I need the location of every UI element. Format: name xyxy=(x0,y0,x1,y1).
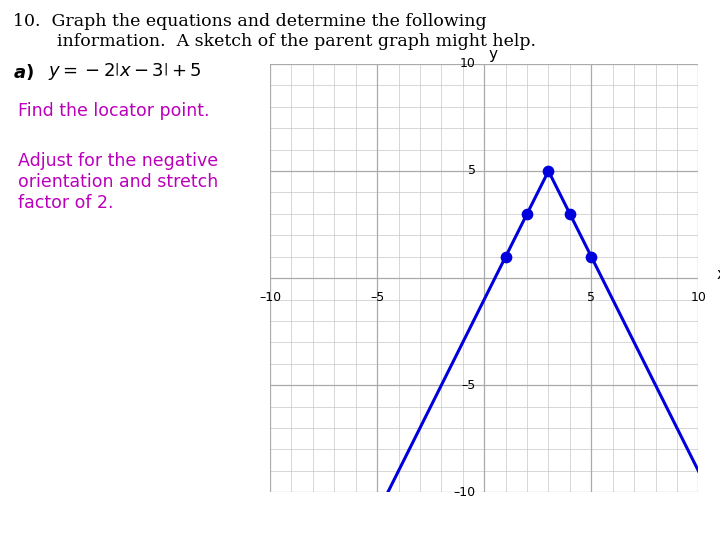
Point xyxy=(543,167,554,176)
Point xyxy=(585,252,597,261)
Text: x: x xyxy=(716,267,720,282)
Text: –5: –5 xyxy=(462,379,476,392)
Text: –10: –10 xyxy=(259,291,281,304)
Point xyxy=(564,210,576,218)
Text: y: y xyxy=(488,47,498,62)
Text: information.  A sketch of the parent graph might help.: information. A sketch of the parent grap… xyxy=(13,33,536,50)
Point xyxy=(521,210,533,218)
Text: Adjust for the negative: Adjust for the negative xyxy=(18,152,218,170)
Text: Find the locator point.: Find the locator point. xyxy=(18,102,210,120)
Text: $\boldsymbol{a)}$: $\boldsymbol{a)}$ xyxy=(13,62,34,82)
Text: factor of 2.: factor of 2. xyxy=(18,194,114,212)
Text: 5: 5 xyxy=(467,165,476,178)
Text: orientation and stretch: orientation and stretch xyxy=(18,173,218,191)
Text: 10: 10 xyxy=(690,291,706,304)
Text: 10: 10 xyxy=(460,57,476,70)
Text: –10: –10 xyxy=(454,486,476,499)
Text: $y = -2\left|x-3\right|+5$: $y = -2\left|x-3\right|+5$ xyxy=(48,61,202,82)
Point xyxy=(500,252,511,261)
Text: 5: 5 xyxy=(588,291,595,304)
Text: 10.  Graph the equations and determine the following: 10. Graph the equations and determine th… xyxy=(13,13,487,30)
Text: –5: –5 xyxy=(370,291,384,304)
